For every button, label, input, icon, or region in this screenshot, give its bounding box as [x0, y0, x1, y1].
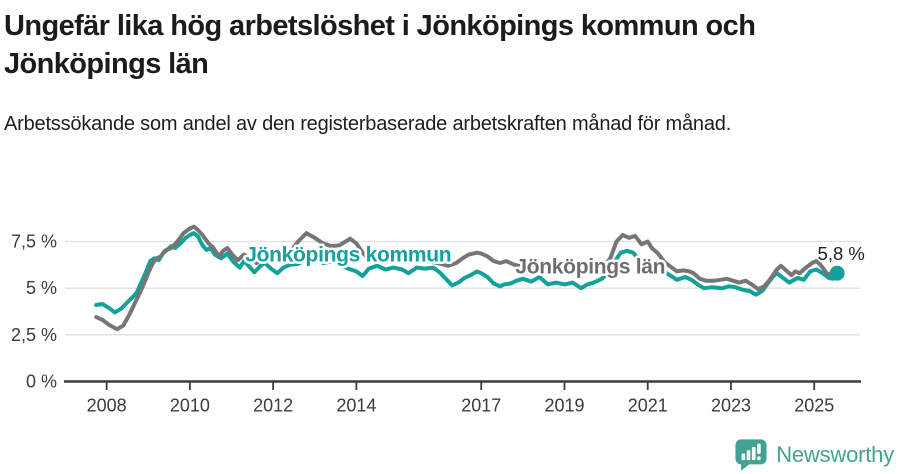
newsworthy-logo-icon	[735, 439, 767, 471]
series-label-kommun: Jönköpings kommun	[245, 243, 451, 266]
x-tick-label: 2017	[461, 396, 501, 416]
y-tick-label: 0 %	[26, 372, 57, 392]
x-tick-label: 2021	[628, 396, 668, 416]
x-tick-label: 2008	[87, 396, 127, 416]
chart-header: Ungefär lika hög arbetslöshet i Jönköpin…	[4, 8, 876, 138]
series-label-lan: Jönköpings län	[515, 256, 665, 279]
x-tick-label: 2023	[711, 396, 751, 416]
newsworthy-logo: Newsworthy	[734, 438, 894, 471]
series-line-kommun	[94, 231, 840, 315]
newsworthy-brand-text: Newsworthy	[776, 441, 894, 467]
end-value-annotation: 5,8 %	[818, 243, 865, 264]
series-end-dot-kommun	[829, 265, 845, 281]
x-tick-label: 2012	[253, 396, 293, 416]
y-tick-label: 7,5 %	[11, 232, 57, 252]
chart-subtitle: Arbetssökande som andel av den registerb…	[4, 112, 732, 135]
y-tick-label: 5 %	[26, 278, 57, 298]
x-tick-label: 2019	[544, 396, 584, 416]
chart-title: Ungefär lika hög arbetslöshet i Jönköpin…	[4, 10, 756, 80]
x-tick-label: 2025	[794, 396, 834, 416]
x-tick-label: 2014	[336, 396, 376, 416]
y-tick-label: 2,5 %	[11, 325, 57, 345]
x-tick-label: 2010	[170, 396, 210, 416]
series-line-lan	[94, 224, 840, 332]
